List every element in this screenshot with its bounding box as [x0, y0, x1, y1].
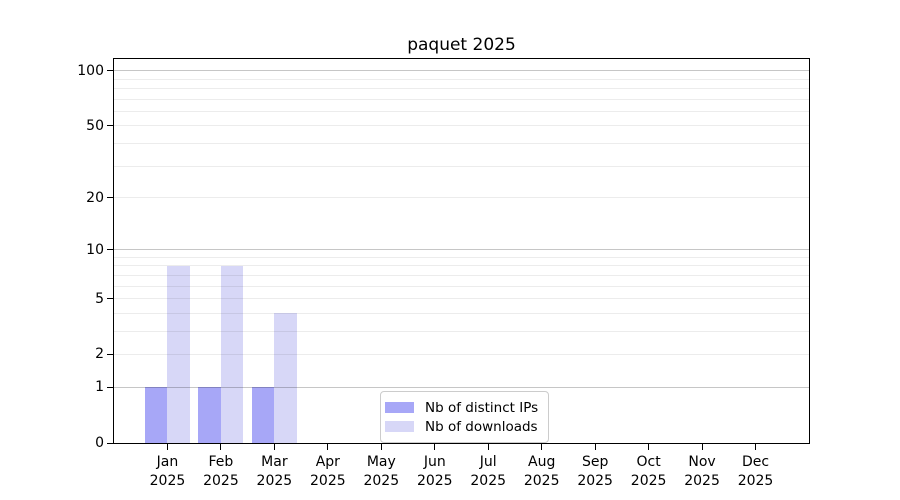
xtick-mark-jul: [487, 444, 489, 450]
xtick-label-feb: Feb 2025: [186, 453, 256, 491]
bar-feb-distinct-ips: [198, 387, 221, 443]
xtick-mark-dec: [755, 444, 757, 450]
xtick-mark-mar: [273, 444, 275, 450]
xtick-year: 2025: [416, 473, 453, 489]
ytick-mark-20: [107, 197, 113, 198]
ytick-label-5: 5: [95, 290, 104, 307]
xtick-mark-oct: [648, 444, 650, 450]
xtick-year: 2025: [630, 473, 667, 489]
ytick-mark-1: [107, 386, 113, 388]
ytick-mark-100: [107, 70, 113, 72]
gridline-y-2: [114, 353, 809, 355]
gridline-y-10: [114, 249, 809, 251]
xtick-mark-feb: [220, 444, 222, 450]
xtick-year: 2025: [684, 473, 720, 489]
bar-mar-distinct-ips: [251, 387, 275, 443]
plot-area: Nb of distinct IPs Nb of downloads: [113, 58, 810, 444]
chart-title: paquet 2025: [407, 35, 516, 55]
bar-mar-downloads: [274, 313, 297, 443]
xtick-month: Jul: [479, 454, 497, 470]
xtick-mark-jun: [434, 444, 436, 450]
gridline-y-6: [114, 285, 809, 287]
xtick-month: Mar: [261, 454, 288, 470]
ytick-label-50: 50: [86, 117, 104, 134]
xtick-year: 2025: [363, 473, 400, 489]
gridline-y-90: [114, 78, 809, 80]
xtick-month: Apr: [315, 454, 340, 470]
xtick-label-apr: Apr 2025: [293, 453, 363, 491]
gridline-y-20: [114, 197, 809, 198]
gridline-y-7: [114, 274, 809, 276]
gridline-y-70: [114, 98, 809, 100]
gridline-y-80: [114, 88, 809, 90]
xtick-month: May: [366, 454, 396, 470]
ytick-label-20: 20: [86, 189, 104, 206]
xtick-month: Sep: [581, 454, 609, 470]
xtick-year: 2025: [577, 473, 613, 489]
xtick-month: Jun: [423, 454, 446, 470]
legend-label-downloads: Nb of downloads: [425, 418, 538, 435]
xtick-year: 2025: [203, 473, 239, 489]
gridline-y-3: [114, 330, 809, 332]
xtick-label-sep: Sep 2025: [560, 453, 630, 491]
xtick-label-jul: Jul 2025: [453, 453, 523, 491]
legend: Nb of distinct IPs Nb of downloads: [380, 391, 550, 443]
gridline-y-5: [114, 298, 809, 300]
ytick-mark-0: [107, 442, 113, 444]
ytick-label-1: 1: [95, 379, 104, 396]
ytick-mark-10: [107, 249, 113, 251]
gridline-y-50: [114, 125, 809, 127]
xtick-mark-apr: [327, 444, 329, 450]
ytick-mark-50: [107, 125, 113, 127]
ytick-mark-2: [107, 353, 113, 355]
legend-item-downloads: Nb of downloads: [385, 417, 538, 436]
gridline-y-100: [114, 70, 809, 72]
legend-swatch-downloads: [385, 421, 414, 432]
ytick-label-10: 10: [86, 241, 104, 258]
ytick-mark-5: [107, 298, 113, 300]
gridline-y-4: [114, 312, 809, 314]
gridline-y-9: [114, 256, 809, 258]
xtick-mark-may: [380, 444, 382, 450]
xtick-label-may: May 2025: [346, 453, 416, 491]
xtick-label-dec: Dec 2025: [721, 453, 791, 491]
grid-layer: [114, 59, 809, 443]
xtick-year: 2025: [149, 473, 186, 489]
gridline-y-30: [114, 165, 809, 167]
gridline-y-60: [114, 111, 809, 113]
ytick-label-2: 2: [95, 346, 104, 363]
ytick-label-0: 0: [95, 435, 104, 451]
xtick-label-oct: Oct 2025: [614, 453, 684, 491]
gridline-y-40: [114, 143, 809, 145]
xtick-mark-sep: [594, 444, 596, 450]
xtick-year: 2025: [256, 473, 293, 489]
ytick-label-100: 100: [77, 62, 104, 79]
gridline-y-1: [114, 386, 809, 388]
xtick-label-aug: Aug 2025: [507, 453, 577, 491]
xtick-mark-nov: [701, 444, 703, 450]
bar-jan-distinct-ips: [144, 387, 168, 443]
xtick-mark-aug: [541, 444, 543, 450]
legend-label-distinct-ips: Nb of distinct IPs: [425, 399, 539, 416]
xtick-label-nov: Nov 2025: [667, 453, 737, 491]
xtick-month: Oct: [636, 454, 661, 470]
xtick-year: 2025: [310, 473, 346, 489]
xtick-month: Jan: [156, 454, 179, 470]
xtick-month: Feb: [208, 454, 234, 470]
xtick-month: Dec: [741, 454, 770, 470]
xtick-year: 2025: [737, 473, 774, 489]
xtick-label-jun: Jun 2025: [400, 453, 470, 491]
gridline-y-8: [114, 265, 809, 267]
legend-swatch-distinct-ips: [385, 402, 414, 413]
xtick-mark-jan: [166, 444, 168, 450]
xtick-year: 2025: [523, 473, 560, 489]
xtick-year: 2025: [470, 473, 507, 489]
xtick-month: Nov: [688, 454, 716, 470]
xtick-month: Aug: [528, 454, 556, 470]
xtick-label-jan: Jan 2025: [132, 453, 202, 491]
xtick-label-mar: Mar 2025: [239, 453, 309, 491]
legend-item-distinct-ips: Nb of distinct IPs: [385, 398, 538, 417]
